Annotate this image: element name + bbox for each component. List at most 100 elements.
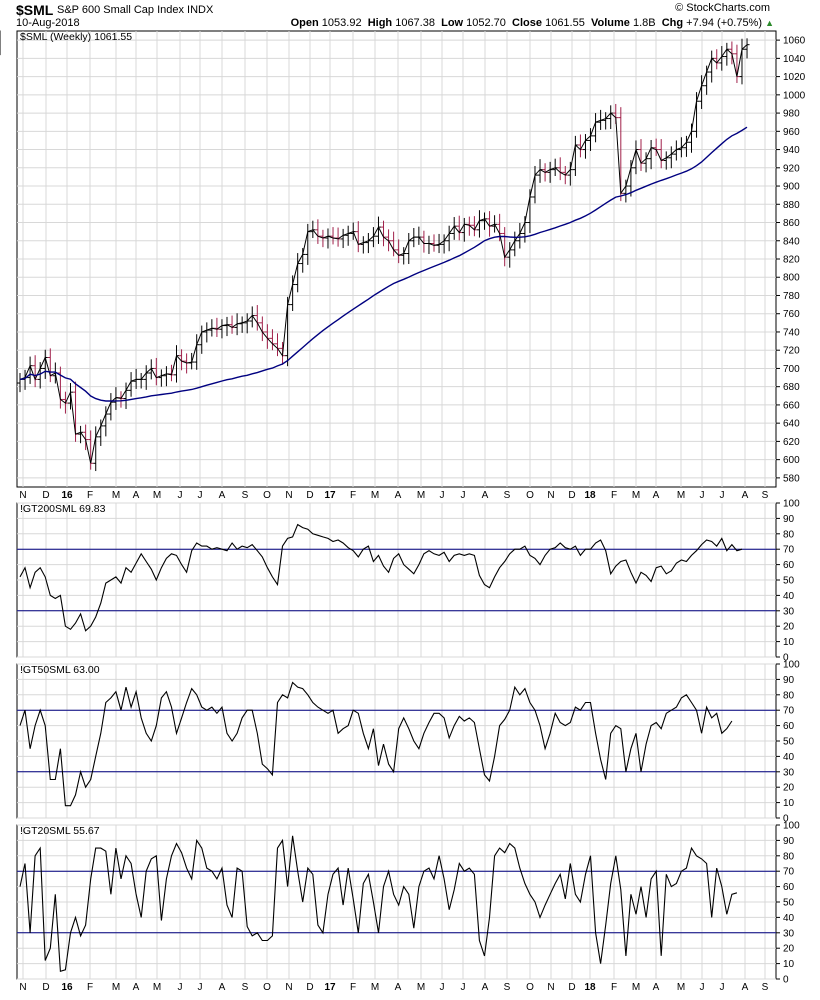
x-axis-label: A [742, 982, 749, 993]
close-price-line [19, 44, 748, 464]
x-axis-label: M [153, 982, 161, 993]
x-axis-label: D [568, 490, 575, 501]
x-axis-label: N [285, 490, 292, 501]
x-axis-label: J [178, 490, 183, 501]
panel-2-series-line [19, 523, 743, 632]
open-label: Open [290, 17, 319, 29]
x-axis-label: A [653, 982, 660, 993]
x-axis-label: S [762, 982, 769, 993]
panel-1-ytick-label: 680 [783, 382, 800, 393]
x-axis-label: M [153, 490, 161, 501]
x-axis-label: J [700, 490, 705, 501]
x-axis-label: J [720, 982, 725, 993]
x-axis-label: J [461, 982, 466, 993]
panel-1-ytick-label: 920 [783, 163, 800, 174]
x-axis-label: F [87, 982, 93, 993]
x-axis-label: D [306, 982, 313, 993]
x-axis-label: N [19, 982, 26, 993]
x-axis-label: M [417, 982, 425, 993]
panel-1-ytick-label: 840 [783, 236, 800, 247]
panel-1-ytick-label: 580 [783, 473, 800, 484]
x-axis-label: J [198, 982, 203, 993]
x-axis-label: A [133, 982, 140, 993]
panel-1-ytick-label: 1040 [783, 54, 806, 65]
chg-value: +7.94 (+0.75%) [686, 17, 763, 29]
panel-2-ytick-label: 10 [783, 637, 795, 648]
panel-1-ytick-label: 940 [783, 145, 800, 156]
panel-1-ytick-label: 640 [783, 419, 800, 430]
panel-1-ytick-label: 1060 [783, 36, 806, 47]
panel-2-ytick-label: 20 [783, 622, 795, 633]
x-axis-label: N [547, 490, 554, 501]
panel-2-ytick-label: 100 [783, 499, 800, 510]
x-axis-label: M [632, 490, 640, 501]
x-axis-label: S [762, 490, 769, 501]
panel-1-ytick-label: 880 [783, 200, 800, 211]
panel-3-ytick-label: 100 [783, 660, 800, 671]
panel-3-ytick-label: 50 [783, 737, 795, 748]
ohlc-readout: Open 1053.92 High 1067.38 Low 1052.70 Cl… [291, 17, 774, 29]
panel-2-ytick-label: 30 [783, 606, 795, 617]
x-axis-label: D [42, 982, 49, 993]
panel-3-ytick-label: 30 [783, 767, 795, 778]
chart-header: $SML S&P 600 Small Cap Index INDX 10-Aug… [0, 0, 820, 30]
panel-1-ytick-label: 780 [783, 291, 800, 302]
x-axis-label: A [395, 490, 402, 501]
panel-2-title: !GT200SML 69.83 [20, 503, 106, 515]
panel-2-ytick-label: 0 [783, 653, 789, 664]
x-axis-label: A [219, 490, 226, 501]
x-axis-label: O [263, 982, 271, 993]
x-axis-label: F [611, 982, 617, 993]
panel-1-ytick-label: 620 [783, 437, 800, 448]
x-axis-label: S [504, 982, 511, 993]
x-axis-label: N [547, 982, 554, 993]
x-axis-label: N [285, 982, 292, 993]
panel-1-ytick-label: 960 [783, 127, 800, 138]
high-label: High [367, 17, 393, 29]
panel-1-ytick-label: 660 [783, 400, 800, 411]
up-triangle-icon: ▲ [765, 18, 774, 28]
panel-3-ytick-label: 80 [783, 690, 795, 701]
x-axis-label: D [568, 982, 575, 993]
volume-value: 1.8B [632, 17, 656, 29]
panel-4-series-line [19, 835, 738, 973]
panel-4-ytick-label: 100 [783, 821, 800, 832]
x-axis-label: A [653, 490, 660, 501]
panel-1-ytick-label: 720 [783, 346, 800, 357]
x-axis-label: O [263, 490, 271, 501]
chg-label: Chg [661, 17, 684, 29]
panel-1-ytick-label: 700 [783, 364, 800, 375]
panel-1-ytick-label: 860 [783, 218, 800, 229]
panel-4-title: !GT20SML 55.67 [20, 825, 100, 837]
x-axis-label: F [350, 490, 356, 501]
volume-label: Volume [590, 17, 630, 29]
close-label: Close [512, 17, 543, 29]
chart-date: 10-Aug-2018 [16, 17, 80, 29]
x-axis-label: S [242, 490, 249, 501]
panel-2-ytick-label: 40 [783, 591, 795, 602]
panel-1-ytick-label: 800 [783, 273, 800, 284]
x-axis-label: M [677, 490, 685, 501]
panel-3-ytick-label: 20 [783, 783, 795, 794]
x-axis-label: D [42, 490, 49, 501]
x-axis-label: S [504, 490, 511, 501]
panel-3-ytick-label: 60 [783, 721, 795, 732]
x-axis-label: M [112, 982, 120, 993]
panel-4-ytick-label: 90 [783, 836, 795, 847]
x-axis-label: A [482, 490, 489, 501]
symbol-label: $SML [16, 2, 54, 18]
x-axis-label: M [112, 490, 120, 501]
security-name: S&P 600 Small Cap Index INDX [57, 4, 213, 16]
panel-2-ytick-label: 50 [783, 576, 795, 587]
panel-4-ytick-label: 80 [783, 851, 795, 862]
x-axis-label: M [371, 982, 379, 993]
x-axis-label: J [700, 982, 705, 993]
panel-4-ytick-label: 40 [783, 913, 795, 924]
x-axis-label: J [178, 982, 183, 993]
brand-label[interactable]: © StockCharts.com [675, 2, 770, 14]
x-axis-label: 16 [61, 982, 73, 993]
panel-3-ytick-label: 90 [783, 675, 795, 686]
moving-average-line [19, 126, 748, 402]
panel-2-ytick-label: 80 [783, 529, 795, 540]
exchange-label: INDX [187, 4, 214, 16]
